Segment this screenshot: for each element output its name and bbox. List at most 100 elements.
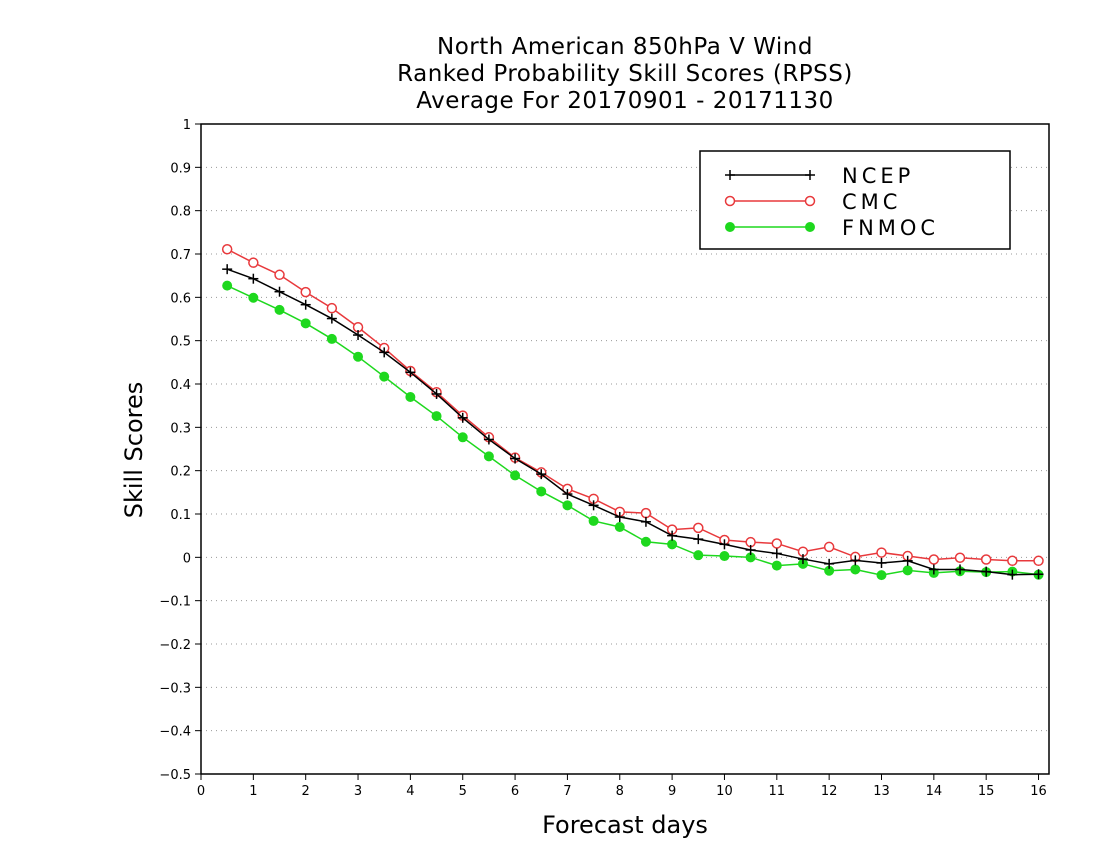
chart-title-line-3: Average For 20170901 - 20171130 [416,88,834,114]
x-tick-label: 4 [406,784,414,799]
x-tick-label: 1 [249,784,257,799]
data-point-ncep [745,544,756,555]
legend-entry-ncep: NCEP [725,164,914,188]
axes: 1 0.9 0.8 0.7 0.6 0.5 0.4 0.3 0.2 0.1 0 −0.1 −0.2 −0.… [159,118,1050,799]
data-point-cmc [823,541,835,553]
data-point-fnmoc [614,522,625,532]
data-point-ncep [274,286,285,297]
x-tick-label: 5 [459,784,467,799]
x-tick-label: 0 [197,784,205,799]
series-ncep [222,264,1044,580]
x-tick-label: 11 [769,784,786,799]
data-point-ncep [955,564,966,575]
y-tick-label: 0.8 [170,205,191,220]
series-line-ncep [226,268,1039,576]
legend-label-cmc: CMC [842,190,901,214]
data-point-cmc [1007,555,1018,567]
plot-frame [200,123,1050,775]
x-tick-label: 15 [978,784,995,799]
series-cmc [221,243,1044,567]
series-fnmoc [222,280,1044,581]
data-point-ncep [719,539,730,550]
y-tick-label: 0.7 [170,248,191,263]
data-point-ncep [667,530,678,541]
data-point-cmc [248,257,259,268]
y-tick-label: −0.3 [159,681,191,696]
data-point-ncep [1033,569,1044,580]
data-point-fnmoc [876,570,887,581]
y-tick-label: 0.1 [170,508,191,523]
data-point-cmc [300,286,311,298]
grid-lines [201,166,1049,732]
data-point-fnmoc [379,371,390,382]
data-point-fnmoc [693,550,704,561]
data-point-ncep [353,330,364,341]
x-tick-label: 8 [616,784,624,799]
legend-marker-ncep [805,170,815,180]
x-tick-label: 7 [563,784,571,799]
data-point-ncep [510,453,521,464]
data-point-ncep [902,555,913,566]
data-point-fnmoc [222,280,233,291]
legend-marker-fnmoc [805,222,815,232]
data-point-ncep [824,558,835,569]
x-tick-label: 16 [1030,784,1047,799]
data-point-ncep [326,313,337,324]
x-tick-label: 14 [926,784,943,799]
x-tick-label: 9 [668,784,676,799]
y-tick-label: 0.6 [170,291,191,306]
data-point-ncep [693,534,704,545]
data-point-fnmoc [771,560,782,571]
y-tick-label: 0 [183,551,191,566]
data-point-ncep [431,388,442,399]
data-point-fnmoc [431,411,442,422]
legend-label-ncep: NCEP [842,164,914,188]
data-point-ncep [614,512,625,523]
data-point-fnmoc [667,539,678,550]
chart-title-line-2: Ranked Probability Skill Scores (RPSS) [397,61,853,87]
data-point-ncep [536,469,547,480]
x-tick-label: 3 [354,784,362,799]
x-tick-label: 6 [511,784,519,799]
data-point-fnmoc [248,292,259,303]
data-point-fnmoc [902,565,913,576]
data-point-fnmoc [719,551,730,562]
data-point-cmc [640,507,652,519]
x-tick-label: 12 [821,784,838,799]
data-point-ncep [222,264,233,275]
x-axis-title: Forecast days [542,811,708,839]
data-point-fnmoc [353,351,364,362]
data-point-cmc [954,552,966,564]
data-point-ncep [588,500,599,511]
x-tick-label: 13 [873,784,890,799]
chart-title-line-1: North American 850hPa V Wind [437,34,813,60]
data-point-cmc [326,302,338,314]
data-point-fnmoc [640,536,651,547]
data-point-cmc [980,554,992,565]
data-point-cmc [928,554,940,565]
data-point-ncep [771,548,782,559]
series-layer [221,243,1044,581]
legend-entry-fnmoc: FNMOC [725,216,935,240]
data-point-ncep [928,564,939,575]
data-point-ncep [850,555,861,566]
y-tick-label: −0.2 [159,638,191,653]
data-point-fnmoc [850,564,861,575]
data-point-ncep [981,566,992,577]
y-tick-label: 0.3 [170,421,191,436]
data-point-cmc [1033,555,1044,567]
data-point-ncep [379,347,390,358]
legend-marker-fnmoc [725,222,735,232]
data-point-cmc [876,547,887,558]
data-point-ncep [562,489,573,500]
y-tick-label: 0.9 [170,161,191,176]
legend-marker-cmc [804,195,816,207]
data-point-cmc [274,269,285,281]
data-point-fnmoc [510,470,521,481]
data-point-fnmoc [405,392,416,402]
data-point-fnmoc [588,515,599,526]
data-point-ncep [876,557,887,568]
data-point-ncep [405,367,416,378]
